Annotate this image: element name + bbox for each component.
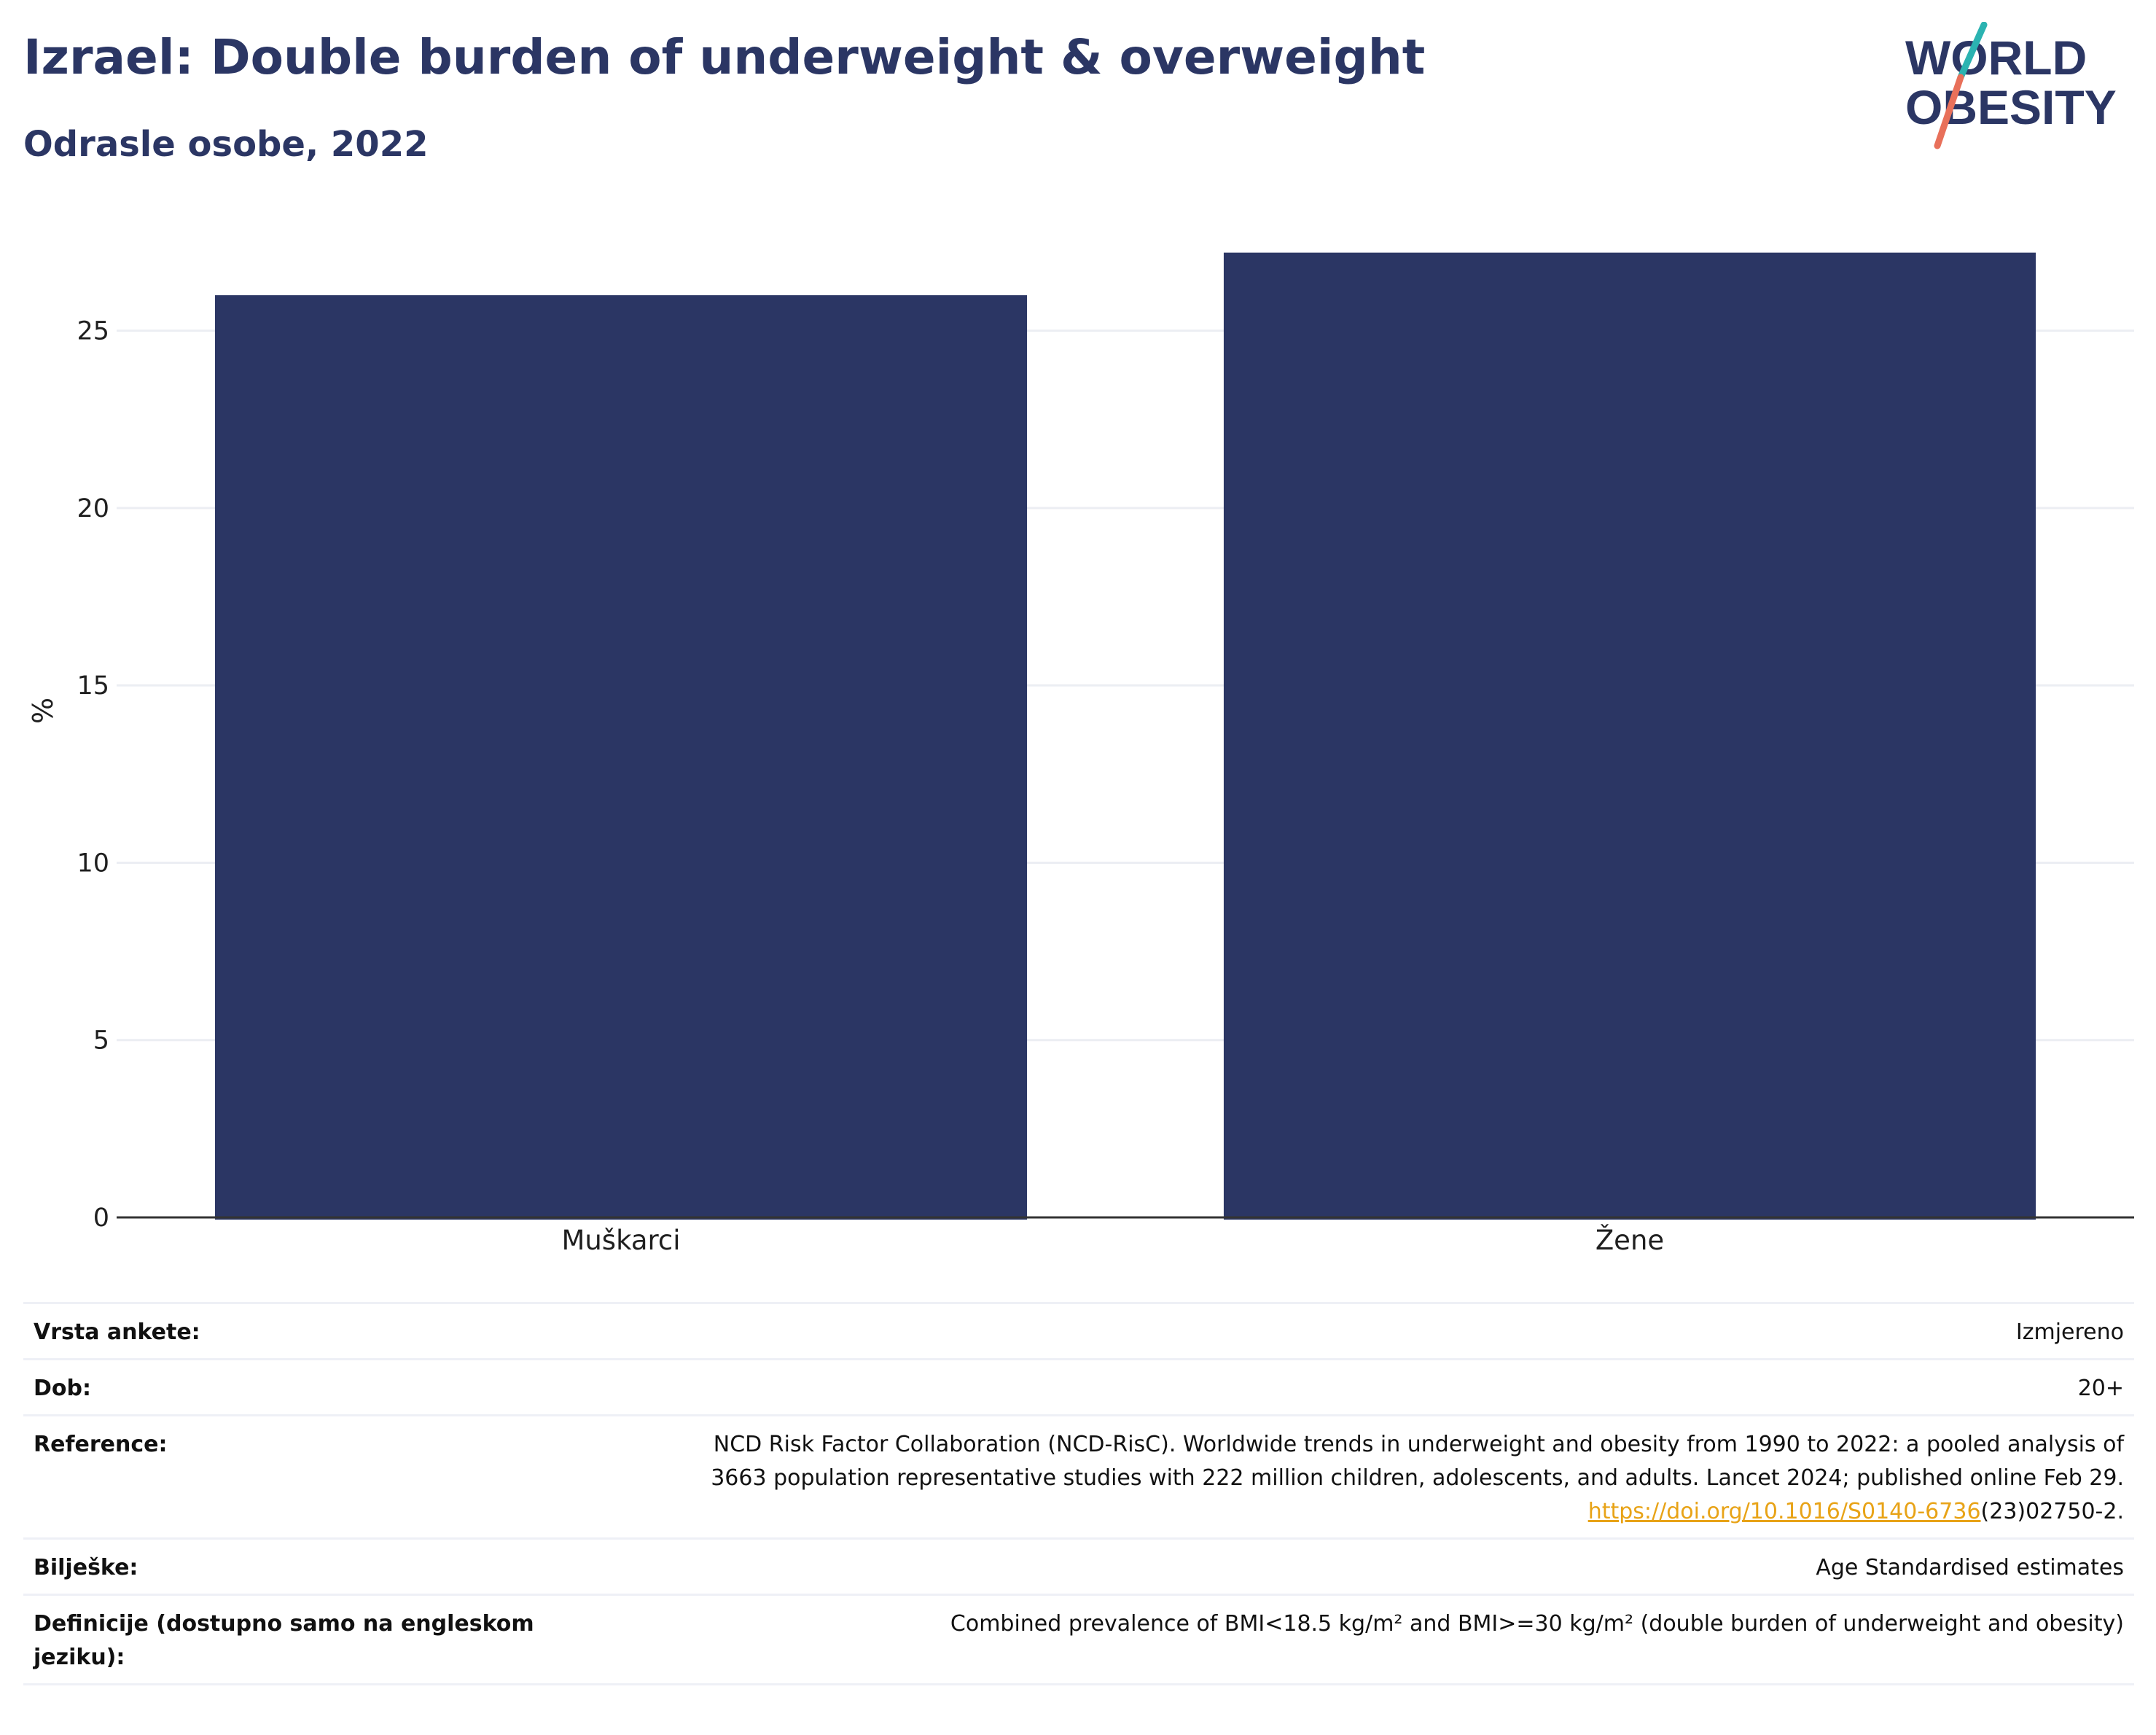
info-key: Vrsta ankete: xyxy=(23,1302,569,1360)
info-row-notes: Bilješke: Age Standardised estimates xyxy=(23,1537,2134,1595)
bars xyxy=(214,252,2036,1220)
logo-slash-bottom xyxy=(1934,74,1964,149)
info-value: Izmjereno xyxy=(569,1302,2134,1360)
world-obesity-logo[interactable]: WORLD OBESITY xyxy=(1895,22,2143,153)
doi-suffix: (23)02750-2. xyxy=(1980,1499,2124,1524)
chart-title: Izrael: Double burden of underweight & o… xyxy=(23,29,1426,85)
info-value-reference: NCD Risk Factor Collaboration (NCD-RisC)… xyxy=(569,1414,2134,1539)
bar-men[interactable] xyxy=(214,295,1028,1220)
y-axis-title: % xyxy=(27,698,59,724)
info-value: 20+ xyxy=(569,1358,2134,1416)
bar-women[interactable] xyxy=(1223,252,2036,1220)
logo-slash-top xyxy=(1957,22,1988,81)
x-category-labels: Muškarci Žene xyxy=(561,1224,1664,1256)
y-tick-label: 25 xyxy=(77,317,109,346)
info-row-age: Dob: 20+ xyxy=(23,1358,2134,1416)
reference-line-3: https://doi.org/10.1016/S0140-6736(23)02… xyxy=(579,1495,2124,1529)
reference-line-1: NCD Risk Factor Collaboration (NCD-RisC)… xyxy=(713,1432,2124,1457)
info-key: Bilješke: xyxy=(23,1537,569,1595)
chart-subtitle: Odrasle osobe, 2022 xyxy=(23,124,429,165)
info-value: Combined prevalence of BMI<18.5 kg/m² an… xyxy=(569,1594,2134,1685)
info-key: Dob: xyxy=(23,1358,569,1416)
doi-link[interactable]: https://doi.org/10.1016/S0140-6736 xyxy=(1587,1499,1981,1524)
logo-text-obesity: OBESITY xyxy=(1905,80,2117,134)
y-tick-label: 5 xyxy=(93,1026,109,1056)
info-value: Age Standardised estimates xyxy=(569,1537,2134,1595)
info-row-reference: Reference: NCD Risk Factor Collaboration… xyxy=(23,1414,2134,1539)
info-row-definitions: Definicije (dostupno samo na engleskom j… xyxy=(23,1594,2134,1685)
y-tick-label: 15 xyxy=(77,671,109,701)
logo-text-world: WORLD xyxy=(1905,31,2087,85)
y-tick-label: 0 xyxy=(93,1204,109,1233)
info-key: Reference: xyxy=(23,1414,569,1539)
x-category-label: Muškarci xyxy=(561,1225,680,1256)
info-table: Vrsta ankete: Izmjereno Dob: 20+ Referen… xyxy=(23,1302,2134,1685)
y-tick-labels: 0 5 10 15 20 25 xyxy=(77,317,109,1233)
reference-line-2: 3663 population representative studies w… xyxy=(711,1465,2124,1491)
info-key: Definicije (dostupno samo na engleskom j… xyxy=(23,1594,569,1685)
bar-chart: 0 5 10 15 20 25 Muškarci Žene % xyxy=(27,252,2134,1256)
info-row-survey-type: Vrsta ankete: Izmjereno xyxy=(23,1302,2134,1360)
y-tick-label: 10 xyxy=(77,849,109,878)
y-tick-label: 20 xyxy=(77,494,109,523)
x-category-label: Žene xyxy=(1595,1224,1664,1256)
